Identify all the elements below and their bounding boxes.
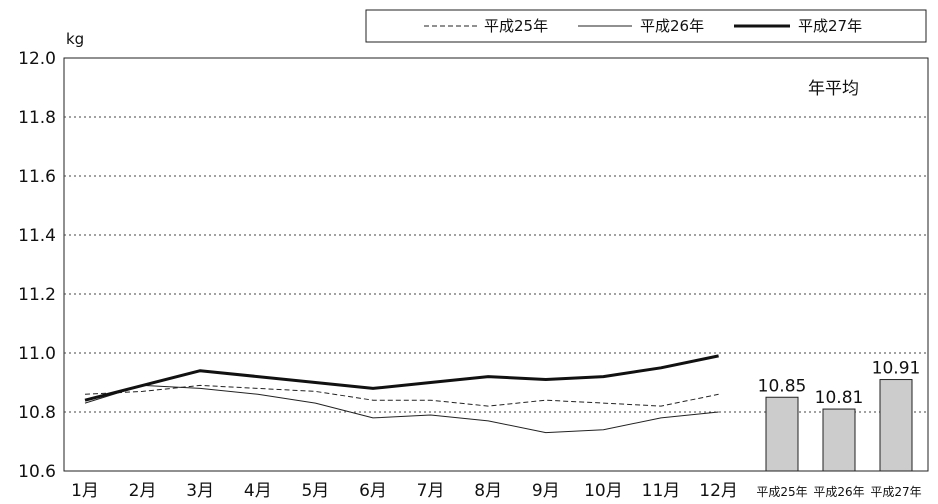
x-tick-label: 11月 bbox=[642, 481, 681, 501]
x-tick-label: 1月 bbox=[71, 481, 99, 501]
x-tick-label: 10月 bbox=[584, 481, 623, 501]
legend-label-2014: 平成26年 bbox=[640, 17, 704, 35]
x-tick-label: 7月 bbox=[417, 481, 445, 501]
y-tick-label: 10.6 bbox=[18, 462, 56, 482]
average-bar bbox=[822, 408, 856, 472]
x-tick-label: 4月 bbox=[244, 481, 272, 501]
annual-average-bars: 10.85 平成25年 10.81 平成26年 10.91 平成27年 bbox=[756, 359, 921, 499]
legend: 平成25年 平成26年 平成27年 bbox=[365, 9, 927, 43]
y-tick-label: 11.6 bbox=[18, 167, 56, 187]
x-axis-ticks: 1月 2月 3月 4月 5月 6月 7月 8月 9月 10月 11月 12月 bbox=[71, 481, 738, 501]
average-bar bbox=[765, 396, 799, 472]
series-lines bbox=[84, 354, 719, 434]
y-tick-label: 10.8 bbox=[18, 403, 56, 423]
annual-average-title: 年平均 bbox=[808, 79, 859, 99]
average-category-label: 平成25年 bbox=[756, 485, 807, 499]
gridlines bbox=[64, 116, 928, 413]
average-bar-value: 10.91 bbox=[872, 359, 921, 379]
average-bar-value: 10.85 bbox=[758, 376, 807, 396]
x-tick-label: 5月 bbox=[301, 481, 329, 501]
y-tick-label: 11.0 bbox=[18, 344, 56, 364]
x-tick-label: 3月 bbox=[186, 481, 214, 501]
y-tick-label: 11.2 bbox=[18, 285, 56, 305]
plot-frame bbox=[63, 57, 929, 472]
average-bar bbox=[879, 379, 913, 472]
average-category-label: 平成26年 bbox=[813, 485, 864, 499]
x-tick-label: 6月 bbox=[359, 481, 387, 501]
x-tick-label: 8月 bbox=[474, 481, 502, 501]
y-tick-label: 11.8 bbox=[18, 108, 56, 128]
y-tick-label: 12.0 bbox=[18, 49, 56, 69]
average-bar-value: 10.81 bbox=[815, 388, 864, 408]
series-line-平成25年 bbox=[84, 384, 719, 407]
series-line-平成27年 bbox=[84, 354, 719, 402]
y-unit-label: kg bbox=[66, 30, 84, 48]
x-tick-label: 12月 bbox=[699, 481, 738, 501]
x-tick-label: 9月 bbox=[532, 481, 560, 501]
average-category-label: 平成27年 bbox=[870, 485, 921, 499]
x-tick-label: 2月 bbox=[129, 481, 157, 501]
y-tick-label: 11.4 bbox=[18, 226, 56, 246]
legend-label-2013: 平成25年 bbox=[484, 17, 548, 35]
legend-label-2015: 平成27年 bbox=[798, 17, 862, 35]
series-line-平成26年 bbox=[84, 384, 719, 434]
y-axis-ticks: 12.0 11.8 11.6 11.4 11.2 11.0 10.8 10.6 bbox=[18, 49, 56, 482]
